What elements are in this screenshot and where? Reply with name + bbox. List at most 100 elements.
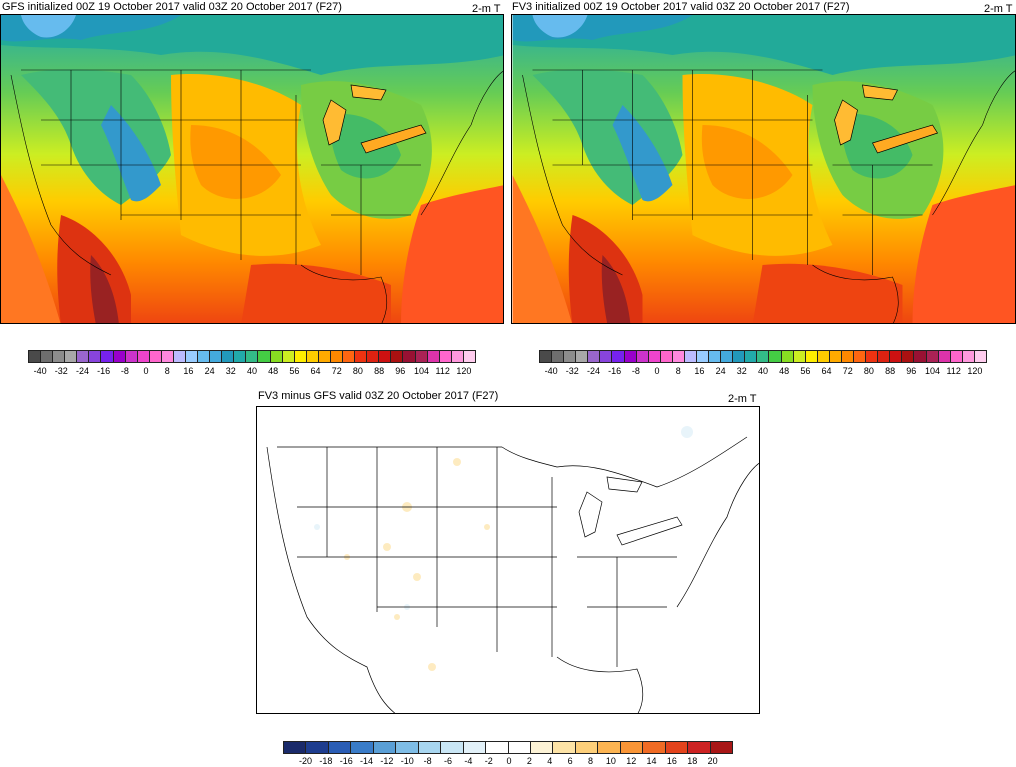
colorbar-swatch	[402, 350, 414, 363]
colorbar-swatch	[575, 350, 587, 363]
colorbar-swatch	[366, 350, 378, 363]
colorbar-tick-label: 64	[311, 365, 321, 377]
colorbar-tick-label: -32	[566, 365, 579, 377]
colorbar-swatch	[624, 350, 636, 363]
colorbar-swatch	[305, 741, 327, 754]
colorbar-swatch	[100, 350, 112, 363]
colorbar-swatch	[245, 350, 257, 363]
colorbar-swatch	[720, 350, 732, 363]
colorbar-tick-label: 96	[906, 365, 916, 377]
colorbar-swatch	[781, 350, 793, 363]
colorbar-swatch	[805, 350, 817, 363]
colorbar-swatch	[508, 741, 530, 754]
temperature-field-gfs	[1, 15, 504, 324]
colorbar-swatch	[137, 350, 149, 363]
colorbar-tick-label: 16	[183, 365, 193, 377]
colorbar-tick-label: 20	[708, 755, 718, 767]
colorbar-swatch	[950, 350, 962, 363]
colorbar-swatch	[439, 350, 451, 363]
panel-title-fv3: FV3 initialized 00Z 19 October 2017 vali…	[512, 1, 850, 13]
colorbar-swatch	[354, 350, 366, 363]
temperature-field-fv3	[512, 15, 1016, 324]
colorbar-swatch	[125, 350, 137, 363]
colorbar-swatch	[415, 350, 427, 363]
colorbar-tick-label: 56	[289, 365, 299, 377]
colorbar-swatch	[687, 741, 709, 754]
colorbar-swatch	[599, 350, 611, 363]
colorbar-swatch	[330, 350, 342, 363]
colorbar-swatch	[913, 350, 925, 363]
colorbar-swatch	[539, 350, 551, 363]
panel-variable-difference: 2-m T	[728, 393, 757, 405]
colorbar-swatch	[173, 350, 185, 363]
colorbar-tick-label: -20	[299, 755, 312, 767]
colorbar-swatch	[318, 350, 330, 363]
colorbar-tick-label: -8	[424, 755, 432, 767]
colorbar-swatch	[642, 741, 664, 754]
colorbar-tick-label: -14	[360, 755, 373, 767]
colorbar-tick-label: 80	[864, 365, 874, 377]
difference-field	[257, 407, 760, 714]
map-gfs-2m-temperature	[0, 14, 504, 324]
colorbar-tick-label: 56	[800, 365, 810, 377]
colorbar-tick-label: 6	[568, 755, 573, 767]
colorbar-swatch	[451, 350, 463, 363]
colorbar-tick-label: 14	[647, 755, 657, 767]
colorbar-swatch	[378, 350, 390, 363]
colorbar-tick-label: 32	[737, 365, 747, 377]
colorbar-swatch	[463, 741, 485, 754]
panel-title-difference: FV3 minus GFS valid 03Z 20 October 2017 …	[258, 390, 498, 402]
colorbar-swatch	[270, 350, 282, 363]
colorbar-tick-label: -18	[319, 755, 332, 767]
colorbar-swatch	[233, 350, 245, 363]
colorbar-swatch	[52, 350, 64, 363]
colorbar-swatch	[350, 741, 372, 754]
colorbar-swatch	[427, 350, 439, 363]
colorbar-tick-label: 24	[716, 365, 726, 377]
colorbar-tick-label: 80	[353, 365, 363, 377]
colorbar-tick-label: 40	[758, 365, 768, 377]
colorbar-tick-label: -24	[76, 365, 89, 377]
colorbar-tick-label: 10	[606, 755, 616, 767]
colorbar-tick-label: -12	[380, 755, 393, 767]
colorbar-tick-label: 112	[947, 365, 961, 377]
colorbar-swatch	[282, 350, 294, 363]
colorbar-swatch	[865, 350, 877, 363]
colorbar-swatch	[648, 350, 660, 363]
colorbar-tick-label: 40	[247, 365, 257, 377]
colorbar-swatch	[113, 350, 125, 363]
colorbar-tick-label: 8	[676, 365, 681, 377]
colorbar-swatch	[672, 350, 684, 363]
colorbar-tick-label: -2	[485, 755, 493, 767]
colorbar-swatch	[696, 350, 708, 363]
colorbar-swatch	[732, 350, 744, 363]
colorbar-swatch	[221, 350, 233, 363]
colorbar-tick-label: 16	[694, 365, 704, 377]
colorbar-tick-label: 32	[226, 365, 236, 377]
colorbar-swatch	[395, 741, 417, 754]
colorbar-tick-label: 72	[843, 365, 853, 377]
colorbar-swatch	[418, 741, 440, 754]
colorbar-swatch	[283, 741, 305, 754]
colorbar-swatch	[817, 350, 829, 363]
colorbar-swatch	[76, 350, 88, 363]
colorbar-tick-label: 8	[588, 755, 593, 767]
colorbar-swatch	[552, 741, 574, 754]
temperature-colorbar-fv3	[539, 350, 987, 363]
colorbar-swatch	[40, 350, 52, 363]
colorbar-tick-label: 2	[527, 755, 532, 767]
colorbar-tick-label: -4	[464, 755, 472, 767]
colorbar-tick-label: -16	[97, 365, 110, 377]
colorbar-swatch	[551, 350, 563, 363]
colorbar-tick-label: -8	[121, 365, 129, 377]
colorbar-tick-label: 4	[547, 755, 552, 767]
colorbar-tick-label: 18	[687, 755, 697, 767]
map-fv3-2m-temperature	[511, 14, 1016, 324]
colorbar-swatch	[829, 350, 841, 363]
colorbar-swatch	[756, 350, 768, 363]
colorbar-tick-label: 104	[414, 365, 429, 377]
colorbar-swatch	[841, 350, 853, 363]
